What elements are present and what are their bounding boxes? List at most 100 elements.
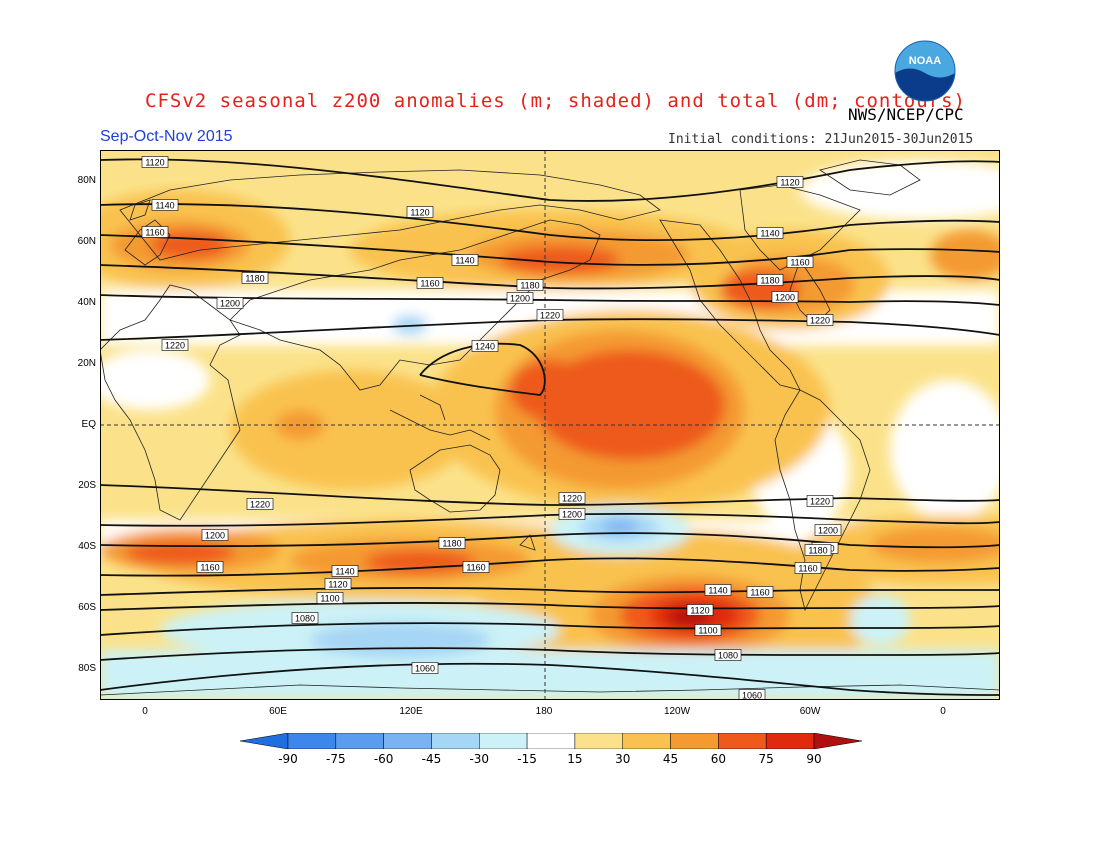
lon-label: 180: [535, 706, 553, 717]
contour-label: 1140: [704, 584, 732, 596]
contour-label: 1200: [558, 508, 586, 520]
contour-label: 1100: [694, 624, 722, 636]
lat-label: 40S: [78, 541, 96, 552]
lon-label: 60W: [799, 706, 821, 717]
contour-label: 1220: [806, 314, 834, 326]
colorbar-box: [526, 733, 576, 749]
svg-text:1140: 1140: [455, 256, 474, 266]
svg-text:1240: 1240: [475, 342, 495, 352]
contour-label: 1120: [686, 604, 714, 616]
svg-text:NOAA: NOAA: [909, 55, 941, 67]
svg-text:1060: 1060: [415, 664, 435, 674]
svg-text:1220: 1220: [562, 494, 582, 504]
svg-text:1220: 1220: [540, 311, 560, 321]
organization-label: NWS/NCEP/CPC: [848, 105, 964, 124]
contour-label: 1160: [794, 562, 822, 574]
svg-text:1160: 1160: [466, 563, 485, 573]
colorbar-box: [574, 733, 623, 749]
svg-text:1160: 1160: [750, 588, 769, 598]
lat-label: 20S: [78, 480, 96, 491]
colorbar-tick-label: -30: [469, 752, 490, 766]
svg-text:1100: 1100: [698, 626, 717, 636]
svg-text:1200: 1200: [220, 299, 240, 309]
contour-label: 1160: [462, 561, 490, 573]
svg-text:1180: 1180: [760, 276, 779, 286]
colorbar-box: [383, 733, 432, 749]
colorbar-tick-label: 15: [567, 752, 583, 766]
svg-text:1160: 1160: [420, 279, 439, 289]
lat-label: 40N: [77, 297, 96, 308]
contour-label: 1180: [438, 537, 466, 549]
svg-text:1180: 1180: [245, 274, 264, 284]
svg-text:1140: 1140: [335, 567, 354, 577]
colorbar-cap-low: [240, 733, 289, 749]
colorbar-box: [765, 733, 815, 749]
colorbar-tick-label: -15: [517, 752, 537, 766]
svg-text:1160: 1160: [790, 258, 809, 268]
svg-text:1120: 1120: [328, 580, 347, 590]
colorbar-box: [335, 733, 384, 749]
season-label: Sep-Oct-Nov 2015: [100, 128, 233, 145]
svg-text:1120: 1120: [145, 158, 164, 168]
contour-label: 1160: [416, 277, 444, 289]
contour-label: 1140: [151, 199, 179, 211]
lat-label: 60N: [77, 236, 96, 247]
contour-label: 1240: [471, 340, 499, 352]
lon-label: 0: [142, 706, 148, 717]
svg-text:1180: 1180: [520, 281, 539, 291]
contour-label: 1200: [814, 524, 842, 536]
contour-label: 1220: [536, 309, 564, 321]
contour-label: 1060: [411, 662, 439, 674]
colorbar-box: [622, 733, 671, 749]
colorbar-box: [431, 733, 480, 749]
lat-label: 20N: [77, 358, 96, 369]
colorbar-tick-label: 30: [615, 752, 631, 766]
colorbar-tick-label: -60: [373, 752, 394, 766]
svg-text:1140: 1140: [760, 229, 779, 239]
contour-labels: 1120 1140 1160 1180 1200 1220 1240 1120 1120 1140…: [141, 156, 842, 701]
contour-label: 1120: [776, 176, 804, 188]
colorbar-box: [287, 733, 337, 749]
svg-text:1080: 1080: [295, 614, 315, 624]
initial-conditions-label: Initial conditions: 21Jun2015-30Jun2015: [668, 132, 974, 147]
svg-text:1160: 1160: [145, 228, 164, 238]
coastlines: [100, 159, 1000, 696]
svg-text:1140: 1140: [708, 586, 727, 596]
contour-label: 1140: [331, 565, 359, 577]
contour-label: 1100: [316, 592, 344, 604]
svg-text:1080: 1080: [718, 651, 738, 661]
contour-label: 1120: [141, 156, 169, 168]
contour-label: 1120: [324, 578, 352, 590]
contour-label: 1200: [216, 297, 244, 309]
lon-label: 120W: [663, 706, 691, 717]
svg-text:1220: 1220: [165, 341, 185, 351]
contour-label: 1220: [161, 339, 189, 351]
svg-text:1060: 1060: [742, 691, 762, 701]
contour-label: 1080: [714, 649, 742, 661]
contour-label: 1200: [201, 529, 229, 541]
svg-text:1120: 1120: [410, 208, 429, 218]
lon-label: 60E: [269, 706, 287, 717]
contour-label: 1120: [406, 206, 434, 218]
contour-label: 1140: [451, 254, 479, 266]
contour-label: 1160: [786, 256, 814, 268]
colorbar-tick-label: 60: [710, 752, 726, 766]
svg-text:1160: 1160: [798, 564, 817, 574]
lon-label: 0: [940, 706, 946, 717]
colorbar: [240, 733, 862, 749]
contour-label: 1160: [746, 586, 774, 598]
svg-text:1220: 1220: [810, 316, 830, 326]
contour-label: 1180: [756, 274, 784, 286]
svg-text:1200: 1200: [562, 510, 582, 520]
svg-text:1180: 1180: [442, 539, 461, 549]
colorbar-tick-label: -45: [421, 752, 442, 766]
contour-label: 1200: [506, 292, 534, 304]
svg-text:1160: 1160: [200, 563, 219, 573]
contour-label: 1220: [558, 492, 586, 504]
svg-text:1100: 1100: [320, 594, 339, 604]
anomaly-map: 1120 1140 1160 1180 1200 1220 1240 1120 1120 1140…: [100, 150, 1000, 700]
contour-label: 1200: [771, 291, 799, 303]
lat-label: EQ: [81, 419, 96, 430]
colorbar-tick-label: -90: [278, 752, 298, 766]
svg-text:1180: 1180: [808, 546, 827, 556]
